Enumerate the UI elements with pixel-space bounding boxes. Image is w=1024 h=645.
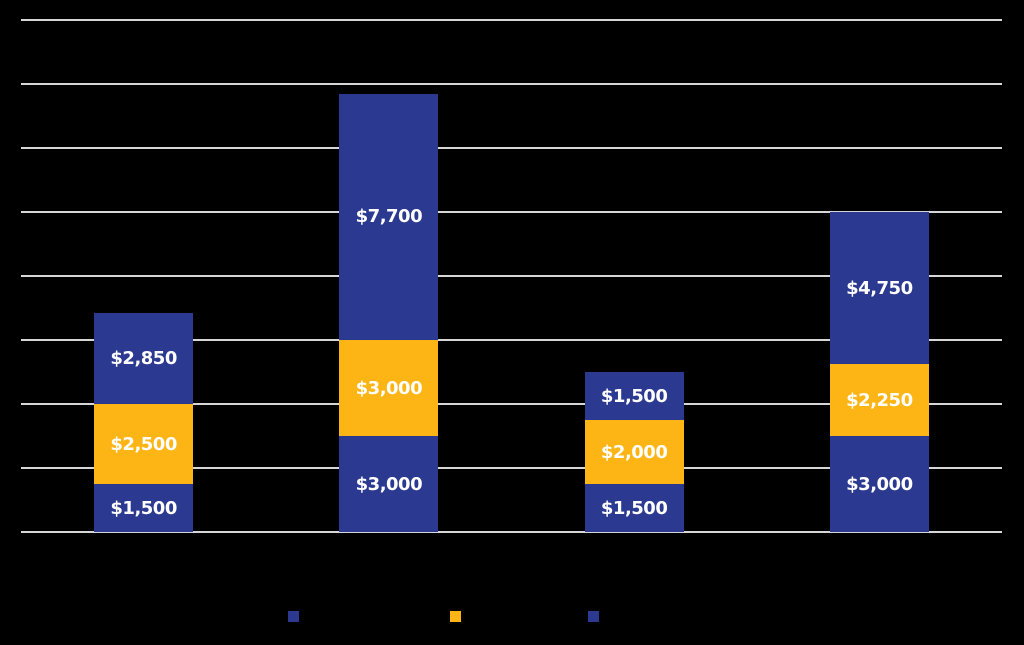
data-label: $2,250 (846, 389, 913, 411)
gridline (21, 147, 1002, 149)
data-label: $3,000 (846, 473, 913, 495)
bar-2-segment-1: $3,000 (339, 436, 439, 532)
legend-marker-1 (288, 611, 299, 622)
data-label: $2,500 (110, 433, 177, 455)
bar-1-segment-2: $2,500 (94, 404, 194, 484)
bar-4-segment-1: $3,000 (829, 436, 929, 532)
data-label: $3,000 (355, 377, 423, 399)
gridline (21, 403, 1002, 405)
plot-area: $1,500 $2,500 $2,850 $3,000 $3,000 $7,700 $1,5… (21, 19, 1002, 533)
bar-2-segment-2: $3,000 (339, 340, 439, 436)
gridline (21, 339, 1002, 341)
data-label: $1,500 (110, 497, 177, 519)
bar-3-segment-2: $2,000 (584, 420, 684, 484)
legend-marker-3 (588, 611, 599, 622)
data-label: $4,750 (846, 277, 913, 299)
bar-1-segment-1: $1,500 (94, 484, 194, 532)
data-label: $3,000 (355, 473, 423, 495)
gridline (21, 531, 1002, 533)
legend-marker-2 (450, 611, 461, 622)
bar-1-segment-3: $2,850 (94, 312, 194, 404)
gridline (21, 467, 1002, 469)
bar-2-segment-3: $7,700 (339, 93, 439, 340)
gridline (21, 275, 1002, 277)
data-label: $1,500 (600, 385, 668, 407)
bar-4-segment-3: $4,750 (829, 212, 929, 364)
bar-3-segment-3: $1,500 (584, 372, 684, 420)
data-label: $1,500 (600, 497, 668, 519)
gridline (21, 211, 1002, 213)
data-label: $7,700 (355, 206, 423, 228)
bar-4-segment-2: $2,250 (829, 364, 929, 436)
bar-3-segment-1: $1,500 (584, 484, 684, 532)
gridline (21, 19, 1002, 21)
gridline (21, 83, 1002, 85)
data-label: $2,850 (110, 347, 177, 369)
data-label: $2,000 (600, 441, 668, 463)
